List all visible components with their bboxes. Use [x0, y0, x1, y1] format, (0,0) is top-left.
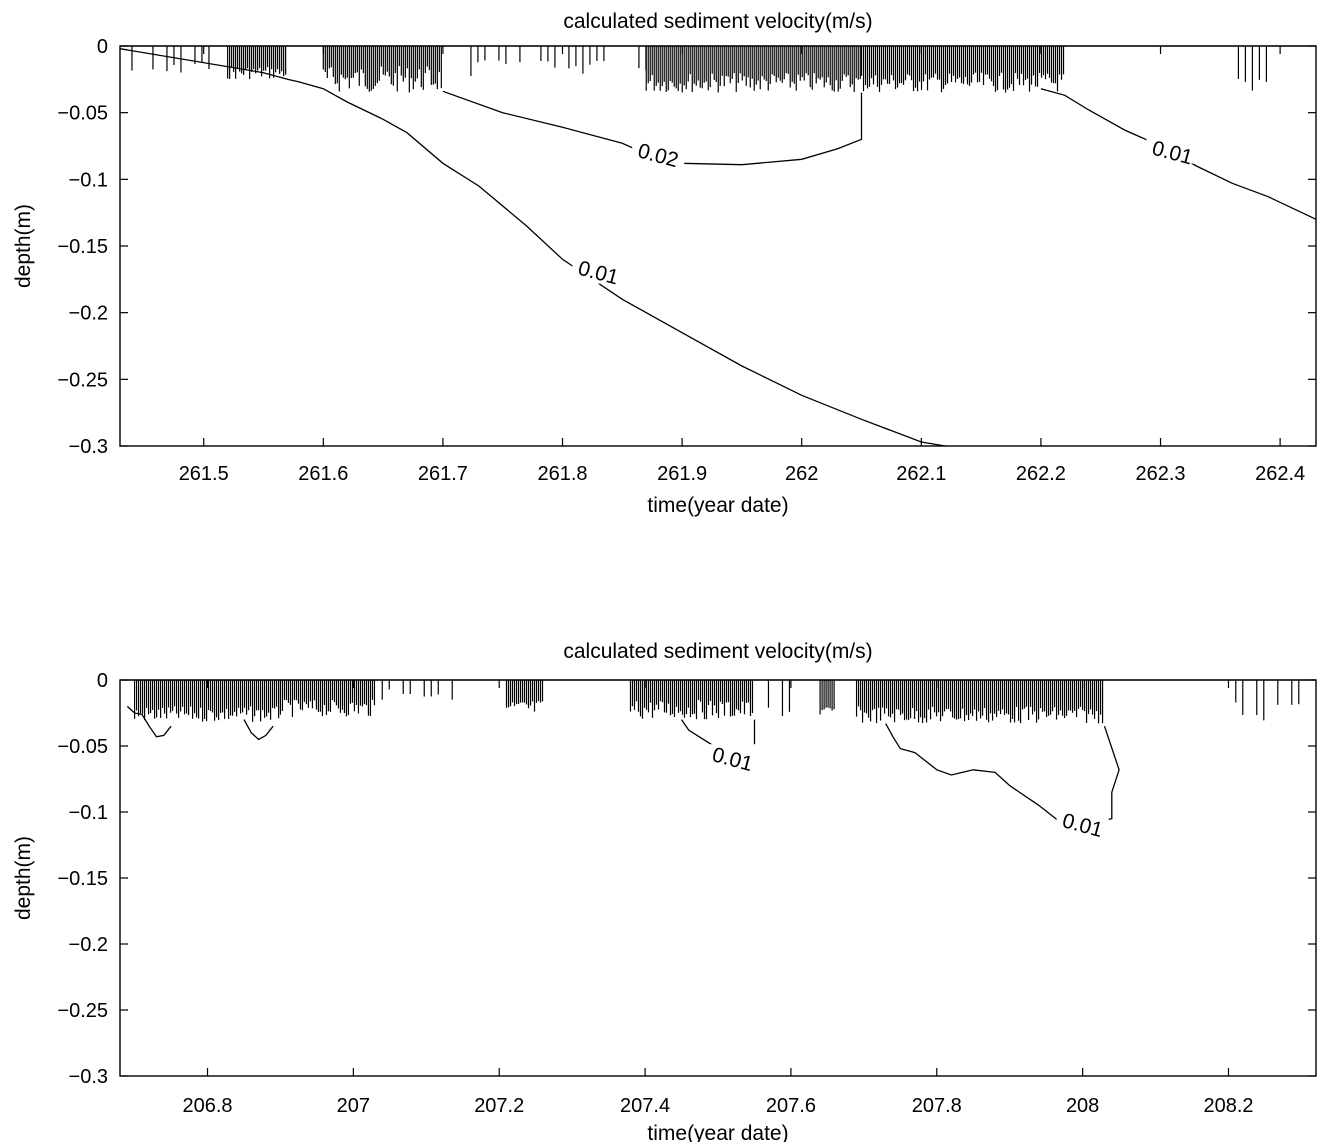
x-tick-label: 207.2 [474, 1095, 524, 1117]
y-tick-label: −0.2 [69, 303, 108, 325]
plot-frame [119, 679, 1317, 1077]
chart-title: calculated sediment velocity(m/s) [563, 10, 872, 33]
y-axis-label: depth(m) [12, 204, 35, 288]
x-tick-label: 262 [785, 463, 818, 485]
x-tick-label: 261.8 [537, 463, 587, 485]
y-tick-label: 0 [97, 36, 108, 58]
x-tick-label: 261.6 [298, 463, 348, 485]
x-tick-label: 261.7 [418, 463, 468, 485]
chart-panel-1: calculated sediment velocity(m/s) 261.5 26… [12, 10, 1317, 517]
y-tick-label: −0.1 [69, 802, 108, 824]
y-tick-label: −0.15 [57, 236, 108, 258]
x-tick-label: 261.5 [179, 463, 229, 485]
contour-line [885, 723, 1120, 826]
x-tick-label: 262.1 [896, 463, 946, 485]
x-tick-label: 206.8 [182, 1095, 232, 1117]
y-tick-label: −0.25 [57, 1000, 108, 1022]
y-tick-label: −0.3 [69, 1066, 108, 1088]
x-tick-label: 208.2 [1203, 1095, 1253, 1117]
x-tick-label: 262.3 [1135, 463, 1185, 485]
y-axis-label: depth(m) [12, 836, 35, 920]
x-tick-label: 262.4 [1255, 463, 1305, 485]
x-axis-label: time(year date) [647, 494, 788, 517]
contour-label-bg [1056, 810, 1109, 837]
contour-label-bg [1146, 137, 1199, 164]
x-tick-label: 261.9 [657, 463, 707, 485]
y-tick-label: −0.1 [69, 169, 108, 191]
y-tick-label: −0.05 [57, 103, 108, 125]
contour-line [126, 705, 172, 738]
x-tick-label: 208 [1066, 1095, 1099, 1117]
x-tick-label: 207.8 [912, 1095, 962, 1117]
y-tick-label: −0.25 [57, 369, 108, 391]
y-tick-label: −0.05 [57, 736, 108, 758]
x-tick-label: 207.4 [620, 1095, 670, 1117]
chart-panel-2: calculated sediment velocity(m/s) 206.8 20… [12, 640, 1317, 1145]
contour-label-bg [632, 140, 685, 167]
x-tick-label: 207 [337, 1095, 370, 1117]
x-tick-label: 207.6 [766, 1095, 816, 1117]
contour-line [119, 48, 946, 447]
x-tick-label: 262.2 [1016, 463, 1066, 485]
contour-label-bg [572, 257, 625, 284]
x-axis-label: time(year date) [647, 1122, 788, 1142]
y-tick-label: 0 [97, 670, 108, 692]
y-tick-label: −0.15 [57, 868, 108, 890]
y-tick-label: −0.2 [69, 934, 108, 956]
contour-line [243, 719, 274, 741]
contour-label-bg [706, 744, 759, 771]
plot-frame [119, 45, 1317, 447]
chart-title: calculated sediment velocity(m/s) [563, 640, 872, 663]
y-tick-label: −0.3 [69, 436, 108, 458]
